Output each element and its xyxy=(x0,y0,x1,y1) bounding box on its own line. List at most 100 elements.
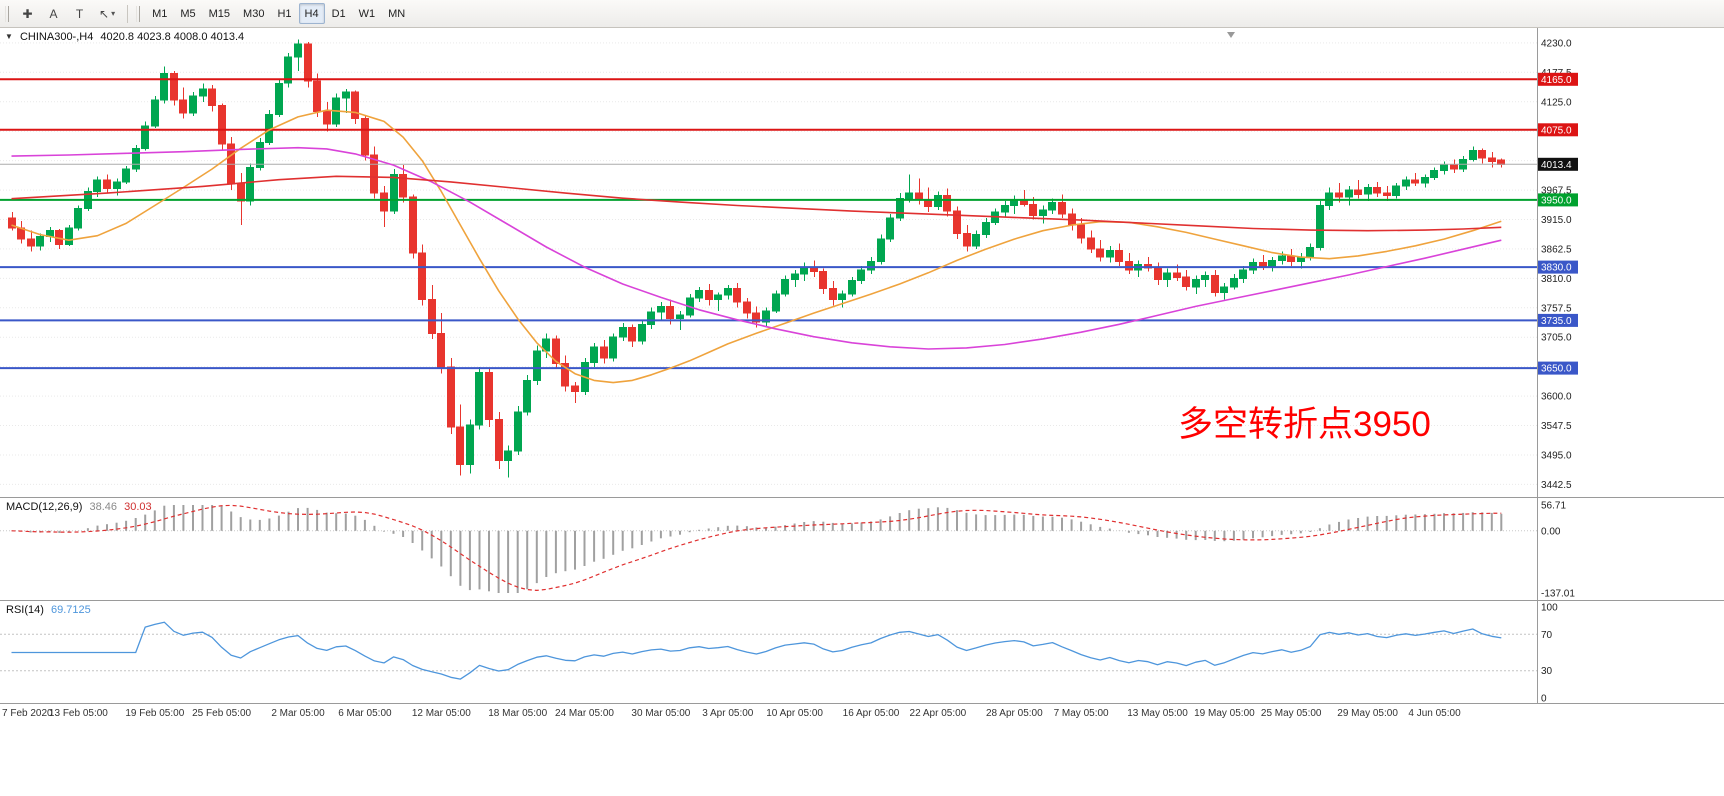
level-price-label-text: 4165.0 xyxy=(1541,75,1572,86)
candle-body xyxy=(695,290,703,299)
time-axis-label: 29 May 05:00 xyxy=(1337,708,1398,719)
candle-body xyxy=(36,235,44,247)
candle-body xyxy=(93,179,101,192)
timeframe-w1-button[interactable]: W1 xyxy=(353,3,382,24)
level-price-label-text: 3650.0 xyxy=(1541,364,1572,375)
candle-body xyxy=(1383,192,1391,196)
candle-body xyxy=(1450,164,1458,170)
macd-scale-label: 0.00 xyxy=(1541,526,1561,537)
candle-body xyxy=(1163,272,1171,280)
time-axis-label: 7 May 05:00 xyxy=(1054,708,1109,719)
candle-body xyxy=(982,221,990,236)
rsi-axis[interactable]: 100 70 30 0 xyxy=(1541,603,1558,705)
candle-body xyxy=(447,366,455,428)
chart-shift-marker[interactable] xyxy=(1227,32,1235,38)
macd-axis[interactable]: 56.71 0.00 -137.01 xyxy=(1541,501,1575,600)
text-label-tool-button[interactable]: T xyxy=(67,3,92,24)
level-price-label-box xyxy=(1538,260,1578,274)
time-axis-label: 12 Mar 05:00 xyxy=(412,708,471,719)
chart-title: ▼ CHINA300-,H4 4020.8 4023.8 4008.0 4013… xyxy=(5,31,248,43)
candle-body xyxy=(1001,205,1009,213)
level-price-label-text: 3830.0 xyxy=(1541,263,1572,274)
candle-body xyxy=(915,192,923,201)
timeframe-d1-button[interactable]: D1 xyxy=(326,3,352,24)
candle-body xyxy=(1058,202,1066,215)
arrow-tool-icon: ↖ xyxy=(99,6,110,21)
time-axis-label: 10 Apr 05:00 xyxy=(766,708,823,719)
candle-body xyxy=(437,332,445,368)
toolbar-grip[interactable] xyxy=(5,5,9,22)
candle-body xyxy=(1306,247,1314,258)
candle-body xyxy=(514,411,522,452)
candle-body xyxy=(160,73,168,101)
rsi-scale-label: 0 xyxy=(1541,694,1547,705)
candle-body xyxy=(752,312,760,323)
arrow-tool-button[interactable]: ↖ ▾ xyxy=(93,3,121,24)
time-axis-label: 13 May 05:00 xyxy=(1127,708,1188,719)
timeframe-h4-button[interactable]: H4 xyxy=(298,3,325,24)
timeframe-mn-button[interactable]: MN xyxy=(382,3,411,24)
time-axis-label: 18 Mar 05:00 xyxy=(488,708,547,719)
time-axis-label: 16 Apr 05:00 xyxy=(843,708,900,719)
candle-body xyxy=(724,287,732,296)
crosshair-tool-icon: ✚ xyxy=(22,6,33,21)
candle-body xyxy=(1345,189,1353,198)
time-axis-label: 7 Feb 2020 xyxy=(2,708,53,719)
current-price-label-box xyxy=(1538,157,1578,171)
time-axis-label: 25 May 05:00 xyxy=(1261,708,1322,719)
candle-body xyxy=(1010,200,1018,206)
candle-body xyxy=(475,372,483,426)
chart-symbol-period: CHINA300-,H4 xyxy=(19,31,94,43)
time-axis-label: 30 Mar 05:00 xyxy=(631,708,690,719)
chart-dropdown-icon[interactable]: ▼ xyxy=(5,32,13,41)
candle-body xyxy=(237,183,245,202)
candle-body xyxy=(256,142,264,168)
candle-body xyxy=(399,174,407,198)
candle-body xyxy=(829,287,837,301)
candle-body xyxy=(590,346,598,363)
price-tick-label: 3967.5 xyxy=(1541,186,1572,197)
level-price-label-box xyxy=(1538,123,1578,137)
candle-body xyxy=(1211,275,1219,293)
candle-body xyxy=(495,419,503,462)
timeframe-h1-button[interactable]: H1 xyxy=(271,3,297,24)
candle-body xyxy=(1373,187,1381,194)
candle-body xyxy=(1201,275,1209,281)
candles-layer xyxy=(8,39,1505,478)
crosshair-tool-button[interactable]: ✚ xyxy=(15,3,40,24)
timeframe-m5-button[interactable]: M5 xyxy=(174,3,201,24)
candle-body xyxy=(619,327,627,338)
text-tool-button[interactable]: A xyxy=(41,3,66,24)
candle-body xyxy=(953,210,961,235)
candle-body xyxy=(533,350,541,381)
timeframe-m30-button[interactable]: M30 xyxy=(237,3,270,24)
timeframe-m15-button[interactable]: M15 xyxy=(203,3,236,24)
candle-body xyxy=(1364,187,1372,195)
candle-body xyxy=(628,327,636,342)
price-axis[interactable]: 4230.04177.54125.03967.53915.03862.53810… xyxy=(1538,38,1578,491)
candle-body xyxy=(1106,249,1114,258)
price-tick-label: 3442.5 xyxy=(1541,480,1572,491)
candle-body xyxy=(1048,202,1056,211)
candle-body xyxy=(638,323,646,342)
toolbar-grip-2[interactable] xyxy=(136,5,141,22)
ma-line-slow-red xyxy=(11,175,1502,232)
candle-body xyxy=(972,234,980,247)
timeframe-m1-button[interactable]: M1 xyxy=(146,3,173,24)
candle-body xyxy=(1220,286,1228,293)
candle-body xyxy=(1230,277,1238,288)
candle-body xyxy=(1115,249,1123,263)
time-axis-label: 28 Apr 05:00 xyxy=(986,708,1043,719)
candle-body xyxy=(313,80,321,112)
candle-body xyxy=(647,311,655,325)
candle-body xyxy=(571,385,579,393)
toolbar: ✚ A T ↖ ▾ M1 M5 M15 M30 H1 H4 D1 W1 MN xyxy=(0,0,1724,28)
price-tick-label: 3705.0 xyxy=(1541,333,1572,344)
candle-body xyxy=(819,271,827,289)
candle-body xyxy=(1421,176,1429,184)
candle-body xyxy=(1497,159,1505,165)
candle-body xyxy=(1316,205,1324,248)
candle-body xyxy=(791,273,799,280)
